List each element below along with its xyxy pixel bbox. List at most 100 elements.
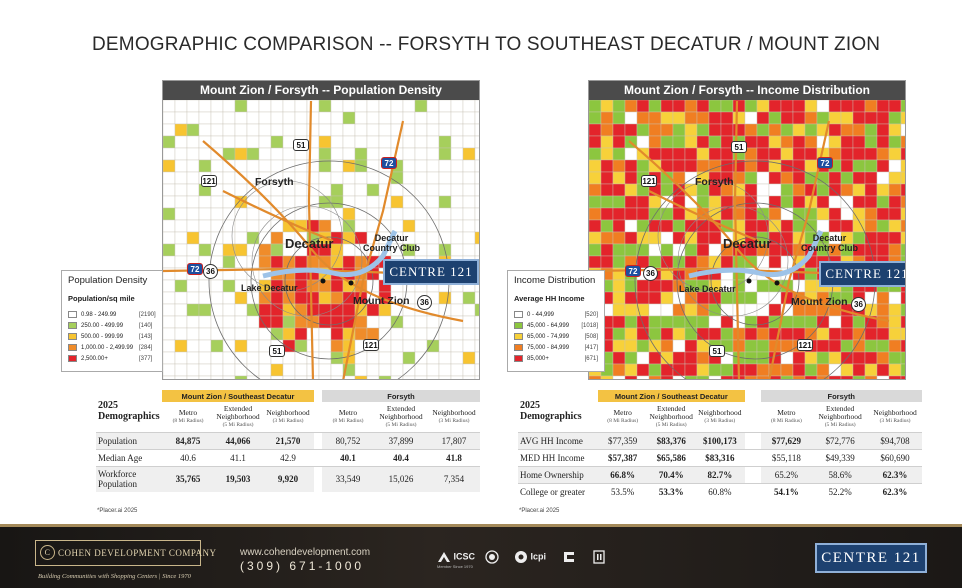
legend-row: 0 - 44,999 [520]: [514, 309, 598, 320]
legend-count: [377]: [139, 355, 153, 362]
seal-logo: [485, 550, 499, 568]
legend-label: 65,000 - 74,999: [527, 333, 570, 340]
company-name: COHEN DEVELOPMENT COMPANY: [58, 548, 217, 558]
population-footnote: *Placer.ai 2025: [97, 508, 138, 514]
legend-label: 250.00 - 499.99: [81, 322, 124, 329]
column-header: Neighborhood (3 Mi Radius): [266, 407, 310, 424]
table-cell: 53.3%: [647, 482, 695, 500]
table-cell: 35,765: [162, 465, 214, 492]
table-cell: 52.2%: [812, 482, 869, 500]
table-row: Home Ownership 66.8% 70.4% 82.7% 65.2% 58.6% 6…: [518, 465, 922, 483]
column-header: Neighborhood (3 Mi Radius): [698, 407, 742, 424]
icpi-logo: Icpi: [514, 550, 546, 568]
route-36-east-shield: 36: [417, 295, 432, 310]
legend-count: [2190]: [139, 311, 156, 318]
icpi-icon: [515, 551, 527, 563]
legend-row: 2,500.00+ [377]: [68, 353, 156, 364]
legend-swatch: [514, 333, 523, 340]
legend-label: 1,000.00 - 2,499.99: [81, 344, 134, 351]
legend-count: [140]: [139, 322, 153, 329]
footer-centre-121-badge: CENTRE 121: [815, 543, 927, 573]
legend-swatch: [68, 322, 77, 329]
table-cell: $49,339: [812, 448, 869, 466]
building-icon: [593, 550, 605, 564]
website-link[interactable]: www.cohendevelopment.com: [240, 547, 371, 558]
income-decatur-label: Decatur: [723, 236, 772, 251]
table-cell: 80,752: [322, 431, 374, 449]
legend-label: 2,500.00+: [81, 355, 108, 362]
income-route-36-shield: 36: [643, 266, 658, 281]
income-legend-title: Income Distribution: [514, 275, 596, 286]
legend-row: 45,000 - 64,999 [1018]: [514, 320, 598, 331]
table-cell: 41.8: [428, 448, 480, 466]
table-row: MED HH Income $57,387 $65,586 $83,316 $55,11…: [518, 448, 922, 466]
legend-count: [417]: [584, 344, 598, 351]
legend-count: [520]: [584, 311, 598, 318]
table-cell: 21,570: [262, 431, 314, 449]
legend-row: 0.98 - 249.99 [2190]: [68, 309, 156, 320]
legend-label: 85,000+: [527, 355, 549, 362]
table-cell: $94,708: [868, 431, 922, 449]
table-cell: $55,118: [760, 448, 813, 466]
table-cell: 19,503: [214, 465, 262, 492]
income-forsyth-group-header: Forsyth: [760, 390, 922, 402]
centre-121-badge: CENTRE 121: [383, 259, 479, 285]
table-cell: $57,387: [597, 448, 648, 466]
table-cell: 7,354: [428, 465, 480, 492]
row-label: Population: [96, 431, 162, 449]
density-legend: Population Density Population/sq mile 0.…: [61, 270, 163, 372]
mount-zion-label: Mount Zion: [353, 295, 410, 307]
legend-swatch: [514, 322, 523, 329]
income-map-canvas: [589, 99, 905, 379]
us-51-shield: 51: [293, 139, 309, 151]
income-centre-121-badge: CENTRE 121: [819, 261, 905, 287]
table-cell: 40.1: [322, 448, 374, 466]
income-map-title: Mount Zion / Forsyth -- Income Distribut…: [589, 81, 905, 100]
cohen-c-icon: C: [40, 545, 55, 560]
income-distribution-map: Mount Zion / Forsyth -- Income Distribut…: [588, 80, 906, 380]
legend-swatch: [68, 333, 77, 340]
page-title: DEMOGRAPHIC COMPARISON -- FORSYTH TO SOU…: [92, 34, 881, 55]
table-cell: 60.8%: [694, 482, 745, 500]
column-header: Metro (8 Mi Radius): [332, 407, 364, 424]
legend-row: 85,000+ [671]: [514, 353, 598, 364]
icsc-member-text: Member Since 1970: [437, 564, 473, 569]
seal-icon: [485, 550, 499, 564]
legend-row: 65,000 - 74,999 [508]: [514, 331, 598, 342]
table-row: AVG HH Income $77,359 $83,376 $100,173 $77,6…: [518, 431, 922, 449]
income-table-heading: 2025 Demographics: [520, 399, 582, 422]
income-mount-zion-group-header: Mount Zion / Southeast Decatur: [597, 390, 745, 402]
table-cell: $60,690: [868, 448, 922, 466]
table-cell: 84,875: [162, 431, 214, 449]
route-121-south-shield: 121: [363, 339, 379, 351]
forsyth-group-header: Forsyth: [322, 390, 480, 402]
table-cell: $77,629: [760, 431, 813, 449]
legend-count: [1018]: [581, 322, 598, 329]
cohen-logo[interactable]: C COHEN DEVELOPMENT COMPANY: [35, 540, 216, 566]
table-cell: 62.3%: [868, 482, 922, 500]
partner-logo-building: [592, 550, 606, 568]
table-cell: 15,026: [374, 465, 428, 492]
table-cell: $72,776: [812, 431, 869, 449]
phone-number: (309) 671-1000: [240, 559, 365, 573]
table-cell: 41.1: [214, 448, 262, 466]
income-legend-sub: Average HH Income: [514, 294, 585, 303]
column-header: Neighborhood (3 Mi Radius): [432, 407, 476, 424]
income-i-72-shield: 72: [817, 157, 833, 169]
partner-c-icon: [564, 552, 574, 562]
table-cell: 9,920: [262, 465, 314, 492]
route-36-shield: 36: [203, 264, 218, 279]
legend-row: 500.00 - 999.99 [143]: [68, 331, 156, 342]
legend-label: 75,000 - 84,999: [527, 344, 570, 351]
lake-decatur-label: Lake Decatur: [241, 283, 298, 293]
income-us-51-shield: 51: [731, 141, 747, 153]
population-density-map: Mount Zion / Forsyth -- Population Densi…: [162, 80, 480, 380]
mount-zion-group-header: Mount Zion / Southeast Decatur: [162, 390, 314, 402]
footer: C COHEN DEVELOPMENT COMPANY Building Com…: [0, 524, 962, 588]
table-cell: 33,549: [322, 465, 374, 492]
table-cell: 82.7%: [694, 465, 745, 483]
legend-count: [671]: [584, 355, 598, 362]
legend-swatch: [514, 311, 523, 318]
icsc-icon: [438, 552, 450, 562]
route-121-shield: 121: [201, 175, 217, 187]
